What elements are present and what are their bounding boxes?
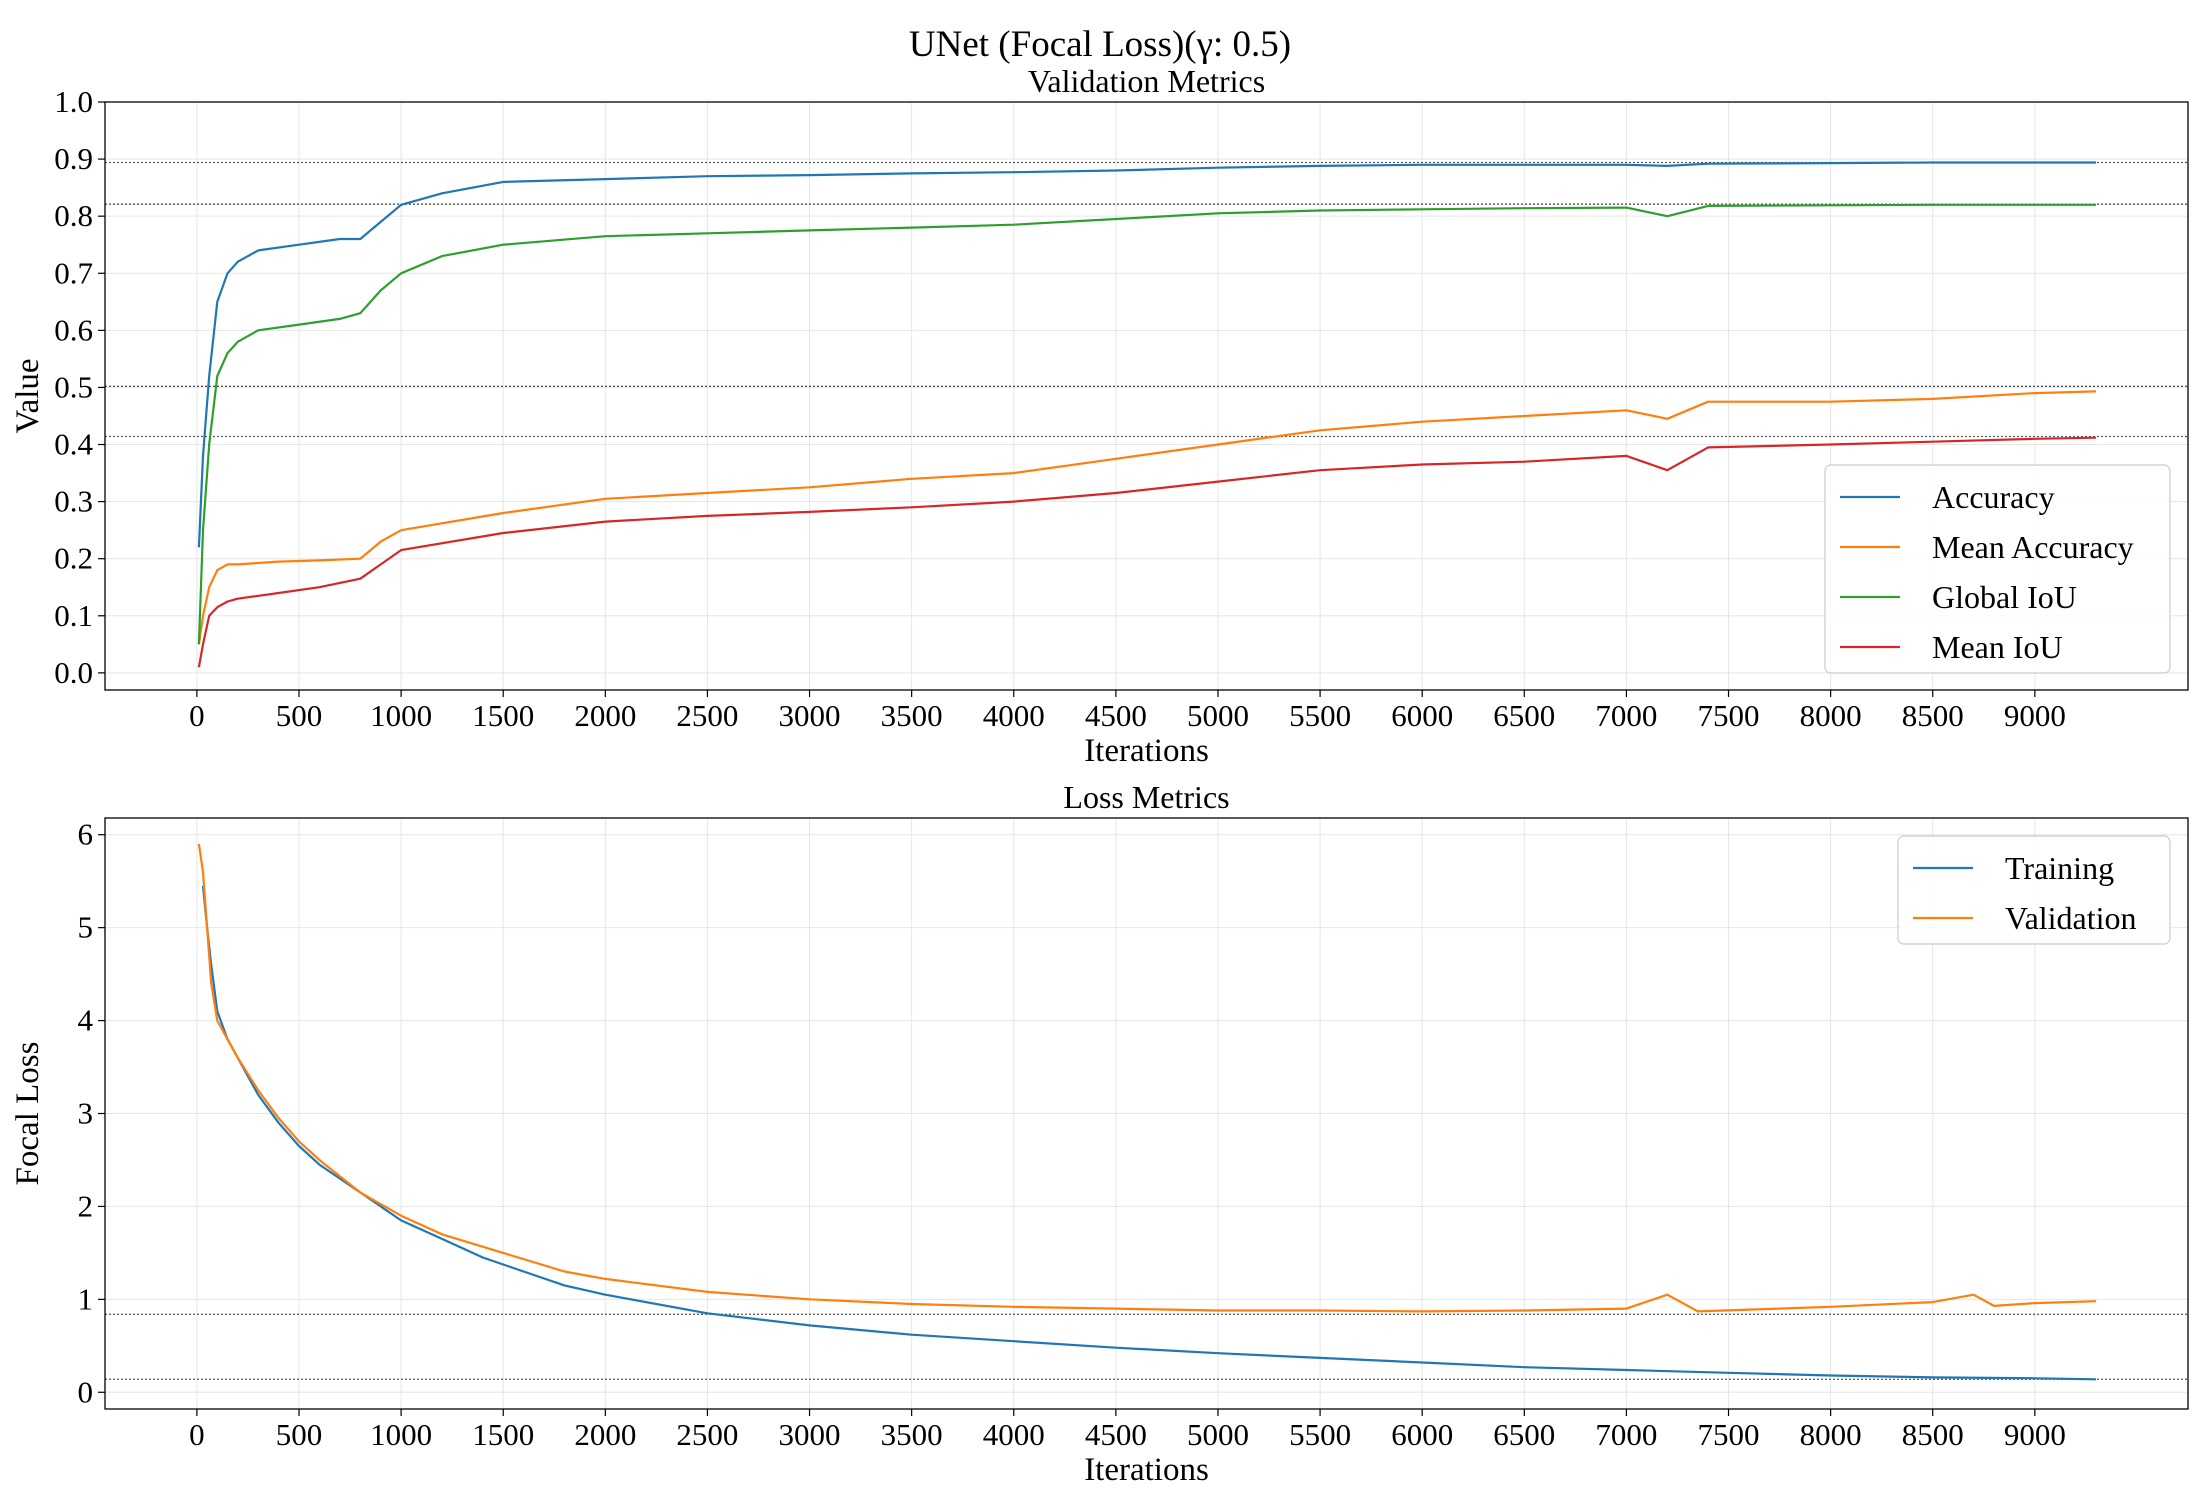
x-tick-label: 500	[276, 698, 323, 733]
series-line-mean-iou	[197, 436, 2097, 668]
x-tick-label: 4000	[983, 1417, 1045, 1452]
x-tick-label: 8500	[1902, 698, 1964, 733]
x-tick-label: 7500	[1698, 1417, 1760, 1452]
x-tick-label: 1500	[472, 1417, 534, 1452]
x-tick-label: 7500	[1698, 698, 1760, 733]
legend-label: Mean Accuracy	[1932, 529, 2134, 565]
x-tick-label: 0	[189, 698, 205, 733]
y-tick-label: 0.8	[54, 198, 93, 233]
series-line-global-iou	[197, 203, 2097, 645]
y-tick-label: 3	[78, 1096, 94, 1131]
x-tick-label: 500	[276, 1417, 323, 1452]
x-tick-label: 2500	[676, 698, 738, 733]
legend-label: Validation	[2005, 900, 2137, 936]
x-tick-label: 5500	[1289, 1417, 1351, 1452]
x-axis-label: Iterations	[1084, 1452, 1209, 1488]
legend-box	[1824, 464, 2171, 674]
x-tick-label: 0	[189, 1417, 205, 1452]
x-tick-label: 5000	[1187, 1417, 1249, 1452]
y-tick-label: 1	[78, 1281, 94, 1316]
x-tick-label: 7000	[1595, 698, 1657, 733]
plot-frame	[104, 101, 2189, 691]
y-tick-label: 0.7	[54, 255, 93, 290]
x-tick-label: 3000	[779, 1417, 841, 1452]
x-tick-label: 3500	[881, 698, 943, 733]
x-axis-label: Iterations	[1084, 733, 1209, 769]
x-tick-label: 9000	[2004, 698, 2066, 733]
x-tick-label: 4000	[983, 698, 1045, 733]
x-tick-label: 5000	[1187, 698, 1249, 733]
y-tick-label: 0.6	[54, 312, 93, 347]
series-line-accuracy	[197, 161, 2097, 548]
legend-label: Mean IoU	[1932, 629, 2063, 665]
series-line-mean-accuracy	[197, 390, 2097, 645]
x-tick-label: 2000	[574, 1417, 636, 1452]
validation-metrics-panel: 0 500 1000 1500 2000 2500 3000 3500 4000 4500 5000…	[10, 63, 2189, 769]
x-tick-label: 2500	[676, 1417, 738, 1452]
y-tick-label: 0.4	[54, 427, 93, 462]
y-tick-label: 0.5	[54, 369, 93, 404]
y-tick-label: 6	[78, 817, 94, 852]
x-tick-label: 6500	[1493, 698, 1555, 733]
y-tick-label: 5	[78, 910, 94, 945]
x-tick-label: 6000	[1391, 698, 1453, 733]
x-tick-label: 2000	[574, 698, 636, 733]
loss-metrics-panel: 0 500 1000 1500 2000 2500 3000 3500 4000 4500 5000…	[10, 779, 2189, 1488]
figure-title: UNet (Focal Loss)(γ: 0.5)	[909, 24, 1291, 65]
y-tick-label: 4	[78, 1003, 94, 1038]
x-tick-label: 8000	[1800, 698, 1862, 733]
y-tick-label: 0.3	[54, 484, 93, 519]
y-axis-label: Focal Loss	[10, 1042, 46, 1186]
legend-label: Global IoU	[1932, 579, 2077, 615]
series-line-validation	[197, 843, 2097, 1313]
x-tick-label: 1000	[370, 698, 432, 733]
y-tick-label: 0.1	[54, 598, 93, 633]
y-tick-label: 1.0	[54, 84, 93, 119]
x-tick-label: 1000	[370, 1417, 432, 1452]
x-tick-label: 6000	[1391, 1417, 1453, 1452]
x-tick-label: 3000	[779, 698, 841, 733]
panel-title: Validation Metrics	[1028, 63, 1265, 99]
x-tick-label: 6500	[1493, 1417, 1555, 1452]
x-tick-label: 7000	[1595, 1417, 1657, 1452]
legend-label: Accuracy	[1932, 479, 2055, 515]
x-tick-label: 9000	[2004, 1417, 2066, 1452]
x-tick-label: 3500	[881, 1417, 943, 1452]
x-tick-label: 4500	[1085, 1417, 1147, 1452]
panel-title: Loss Metrics	[1063, 779, 1229, 815]
y-tick-label: 0.2	[54, 541, 93, 576]
x-tick-label: 8500	[1902, 1417, 1964, 1452]
y-tick-label: 2	[78, 1188, 94, 1223]
y-axis-label: Value	[10, 358, 46, 433]
x-tick-label: 5500	[1289, 698, 1351, 733]
x-tick-label: 4500	[1085, 698, 1147, 733]
x-tick-label: 1500	[472, 698, 534, 733]
y-tick-label: 0	[78, 1374, 94, 1409]
legend-label: Training	[2005, 850, 2114, 886]
series-line-training	[201, 885, 2097, 1381]
y-tick-label: 0.9	[54, 141, 93, 176]
y-tick-label: 0.0	[54, 655, 93, 690]
x-tick-label: 8000	[1800, 1417, 1862, 1452]
